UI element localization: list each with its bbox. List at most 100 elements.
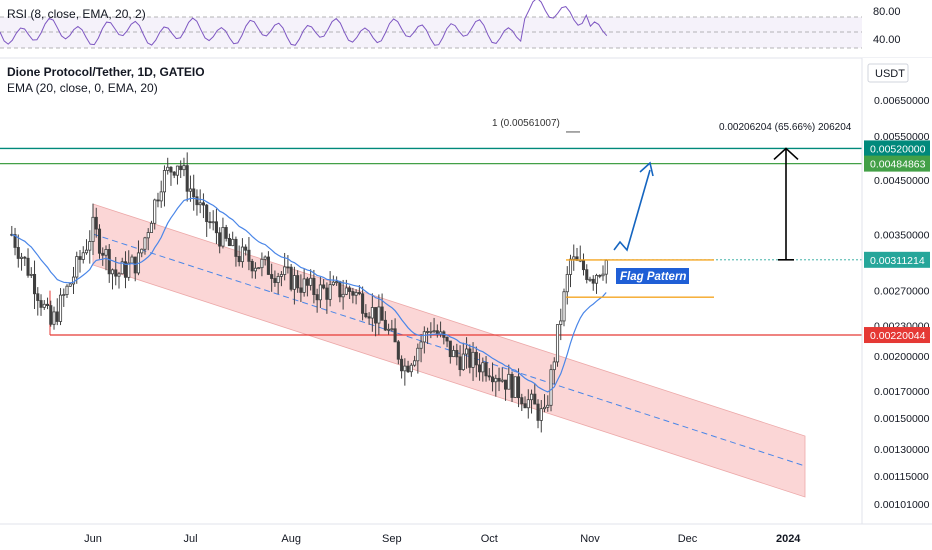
candle-body [81,252,85,260]
candle-body [227,238,231,247]
price-tick: 0.00200000 [874,351,930,363]
candle-body [296,275,300,289]
candle-body [413,360,417,366]
candle-body [208,221,212,224]
candle-body [221,227,225,247]
candle-body [250,260,254,272]
candle-body [396,341,400,360]
candle-body [403,365,407,372]
projection-arrow [613,169,651,252]
candle-body [120,261,124,275]
measure-arrowhead [773,147,799,161]
candle-body [205,204,209,223]
candle-body [409,364,413,373]
candle-body [335,281,339,283]
candle-body [140,248,144,254]
candle-body [416,347,420,362]
candle-body [292,275,296,290]
candle-body [406,365,410,373]
date-tick: Jun [84,533,102,545]
currency-box[interactable] [867,63,909,83]
candle-body [71,276,76,285]
candle-body [279,274,283,277]
candle-body [266,256,270,275]
rsi-tick-80: 80.00 [873,6,901,18]
candle-body [192,188,196,198]
date-tick: Jul [183,533,197,545]
price-tag [864,155,930,172]
candle-body [52,311,56,325]
candle-body [36,293,40,301]
candle-body [146,232,150,239]
candle-body [400,358,404,372]
candle-body [588,278,592,281]
date-tick: Dec [678,533,698,545]
candle-body [214,221,218,234]
candle-body [565,274,569,293]
candle-body [513,376,517,398]
candle-body [572,256,576,260]
candle-body [542,406,547,410]
candle-body [552,361,556,371]
candle-body [273,278,277,283]
candle-body [377,306,381,324]
candle-body [305,278,309,286]
candle-body [432,330,436,333]
candle-body [175,165,179,176]
candle-body [344,287,348,295]
candle-body [231,238,235,247]
candle-body [19,256,24,259]
date-tick: Sep [382,533,402,545]
candle-body [559,320,563,325]
candle-body [581,259,586,271]
candle-body [487,375,491,378]
price-tick: 0.00270000 [874,286,930,298]
candle-body [153,199,157,224]
candle-body [387,328,391,331]
candle-body [481,362,485,373]
price-tick: 0.00170000 [874,386,930,398]
candle-body [546,404,550,408]
candle-body [130,256,134,264]
candle-body [253,267,257,272]
candle-body [166,166,170,171]
candle-body [172,171,176,176]
rsi-tick-40: 40.00 [873,34,901,46]
candle-body [55,311,59,322]
price-axis: 0.00650000 0.00550000 0.00450000 0.00350000… [861,58,932,524]
candle-body [182,165,186,171]
date-tick: Aug [281,533,301,545]
candle-body [42,303,46,308]
candle-body [568,258,573,275]
candle-body [123,261,128,278]
price-tag-label: 0.00220044 [870,330,926,342]
candle-body [478,364,482,373]
candle-body [458,356,462,371]
candle-body [260,258,264,269]
candle-body [516,376,521,399]
candle-body [127,262,131,278]
candle-body [247,249,251,262]
candle-body [289,266,293,290]
candle-body [331,281,335,286]
projection-arrowhead [639,161,654,177]
candle-body [419,341,423,349]
candle-body [604,260,608,275]
candle-body [234,238,238,257]
candle-body [58,294,63,322]
rsi-panel [0,0,862,49]
price-tag [864,327,930,344]
fib-label: 1 (0.00561007) [492,118,560,129]
candle-body [156,199,160,202]
price-tag-label: 0.00311214 [870,255,925,267]
candle-body [104,249,108,256]
candle-body [529,393,534,401]
candle-body [354,292,358,296]
candle-body [185,165,189,192]
candle-body [461,353,465,371]
price-tick: 0.00650000 [874,95,930,107]
candle-body [338,281,342,298]
candle-body [198,202,202,206]
candle-body [594,274,599,284]
